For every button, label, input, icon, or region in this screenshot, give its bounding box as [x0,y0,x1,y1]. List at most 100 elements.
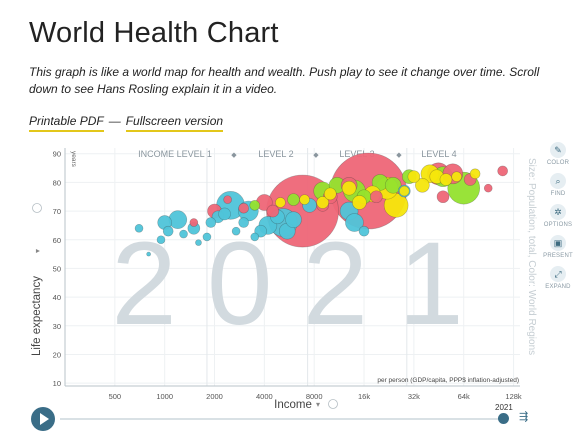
bubble-africa [250,232,260,242]
bubble-europe [469,168,481,180]
bubble-africa [162,225,174,237]
bubble-americas [287,193,300,206]
present-icon: ▣ [550,235,566,251]
bubble-chart[interactable]: 2021 INCOME LEVEL 1 LEVEL 2 LEVEL 3 LEVEL 4 ◆… [0,140,540,410]
expand-icon: ⤢ [550,266,566,282]
bubble-africa [238,217,249,228]
bubble-africa [202,232,212,242]
bubble-europe [398,185,410,197]
bubble-europe [439,173,453,186]
bubble-europe [407,170,421,183]
bubble-asia [436,190,450,204]
gear-icon: ✲ [550,204,566,220]
y-tick-label: 20 [53,350,61,359]
bubble-africa [231,226,241,236]
income-level-label: LEVEL 2 [258,149,293,159]
time-slider-year: 2021 [495,403,513,412]
bubble-africa [285,211,302,228]
link-separator: — [108,114,121,128]
income-level-separator: ◆ [231,152,237,159]
bubble-americas [384,176,402,194]
bubble-europe [352,195,367,210]
bubble-europe [323,187,337,201]
tool-find-label: FIND [550,191,566,197]
fullscreen-link[interactable]: Fullscreen version [125,114,224,132]
bubble-africa [179,229,188,239]
x-tick-label: 64k [458,392,470,401]
y-tick-label: 90 [53,150,61,159]
bubble-europe [299,194,310,205]
income-level-label: LEVEL 3 [339,149,374,159]
bubble-africa [345,213,364,232]
tool-present-button[interactable]: ▣ PRESENT [540,235,576,266]
y-axis-help-icon [32,203,42,213]
bubble-asia [223,195,232,204]
brush-icon: ✎ [550,142,566,158]
bubble-asia [266,204,280,218]
page-title: World Health Chart [29,17,279,49]
tool-expand-label: EXPAND [545,284,571,290]
speed-icon[interactable]: ⇶ [519,411,529,423]
page-description: This graph is like a world map for healt… [29,65,540,96]
bubble-africa [195,239,202,246]
play-button[interactable] [31,407,55,431]
y-tick-label: 50 [53,264,61,273]
bubble-asia [483,183,493,193]
tool-present-label: PRESENT [543,253,573,259]
tool-options-label: OPTIONS [543,222,573,228]
y-tick-label: 40 [53,293,61,302]
bubble-africa [205,217,217,228]
y-tick-label: 80 [53,178,61,187]
bubble-asia [370,190,383,204]
bubble-europe [415,177,430,193]
y-axis-dropdown-icon: ▾ [33,249,42,253]
bubble-europe [275,197,286,208]
y-tick-label: 10 [53,379,61,388]
x-tick-label: 16k [358,392,370,401]
bubble-europe [316,196,329,209]
x-tick-label: 32k [408,392,420,401]
bubble-africa [218,207,231,221]
bubble-africa [358,225,370,237]
income-level-separator: ◆ [396,152,402,159]
bubble-africa [134,223,144,233]
bubble-africa [146,251,151,257]
income-level-separator: ◆ [313,152,319,159]
tool-color-button[interactable]: ✎ COLOR [540,142,576,173]
y-axis-title: Life expectancy [31,276,43,356]
x-tick-label: 2000 [206,392,223,401]
x-tick-label: 4000 [256,392,273,401]
size-color-note: Size: Population, total, Color: World Re… [526,158,537,355]
x-axis-help-icon [328,399,338,409]
bubble-africa [168,210,188,229]
bubble-asia [238,202,249,214]
bubble-americas [249,200,261,211]
search-icon: ⌕ [550,173,566,189]
tool-expand-button[interactable]: ⤢ EXPAND [540,266,576,297]
tool-find-button[interactable]: ⌕ FIND [540,173,576,204]
income-level-label: INCOME LEVEL 1 [138,149,212,159]
y-unit-label: years [70,151,77,168]
links-row: Printable PDF — Fullscreen version [29,114,224,132]
x-tick-label: 500 [109,392,122,401]
x-tick-label: 1000 [156,392,173,401]
bubble-asia [189,218,199,227]
bubble-europe [341,180,357,196]
printable-pdf-link[interactable]: Printable PDF [29,114,104,132]
time-slider-track[interactable] [60,418,507,420]
income-level-label: LEVEL 4 [421,149,456,159]
bubble-europe [451,171,462,182]
x-axis-title: Income [274,399,312,410]
x-tick-label: 8000 [306,392,323,401]
bubble-asia [497,165,508,177]
tool-options-button[interactable]: ✲ OPTIONS [540,204,576,235]
y-tick-label: 30 [53,322,61,331]
y-tick-label: 70 [53,207,61,216]
x-tick-label: 128k [505,392,522,401]
x-axis-dropdown-icon: ▾ [316,400,320,409]
tool-color-label: COLOR [546,160,570,166]
y-tick-label: 60 [53,236,61,245]
time-slider-handle[interactable] [498,413,509,424]
tools-sidebar: ✎ COLOR ⌕ FIND ✲ OPTIONS ▣ PRESENT ⤢ EXPAND [540,142,576,297]
x-unit-note: per person (GDP/capita, PPP$ inflation-a… [377,377,519,384]
